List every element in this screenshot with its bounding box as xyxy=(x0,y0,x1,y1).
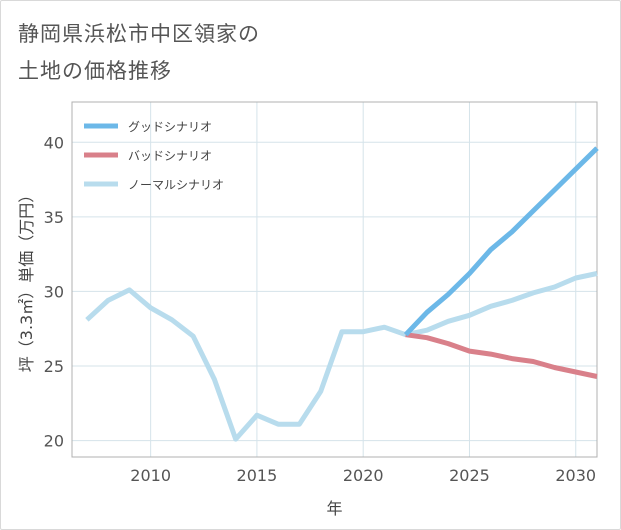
y-axis-title: 坪（3.3㎡）単価（万円） xyxy=(17,187,36,372)
y-tick-label: 25 xyxy=(44,357,64,376)
legend-label-normal: ノーマルシナリオ xyxy=(128,178,224,192)
series-line-bad xyxy=(405,332,598,379)
legend-label-bad: バッドシナリオ xyxy=(128,149,212,163)
x-tick-label: 2025 xyxy=(449,466,490,485)
y-tick-label: 35 xyxy=(44,208,64,227)
x-axis-title: 年 xyxy=(326,499,342,518)
data-series xyxy=(85,146,599,442)
series-line-normal xyxy=(85,271,598,442)
x-tick-label: 2020 xyxy=(343,466,384,485)
y-tick-label: 40 xyxy=(44,133,64,152)
x-tick-label: 2010 xyxy=(130,466,171,485)
grid-lines xyxy=(72,102,597,457)
y-tick-label: 20 xyxy=(44,432,64,451)
x-tick-label: 2030 xyxy=(555,466,596,485)
chart-title-line-1: 静岡県浜松市中区領家の xyxy=(18,22,260,46)
plot-area-border xyxy=(71,101,598,458)
series-line-good xyxy=(403,146,599,337)
legend-label-good: グッドシナリオ xyxy=(128,120,212,134)
x-tick-label: 2015 xyxy=(237,466,278,485)
chart-title-line-2: 土地の価格推移 xyxy=(18,59,172,83)
y-tick-label: 30 xyxy=(44,282,64,301)
